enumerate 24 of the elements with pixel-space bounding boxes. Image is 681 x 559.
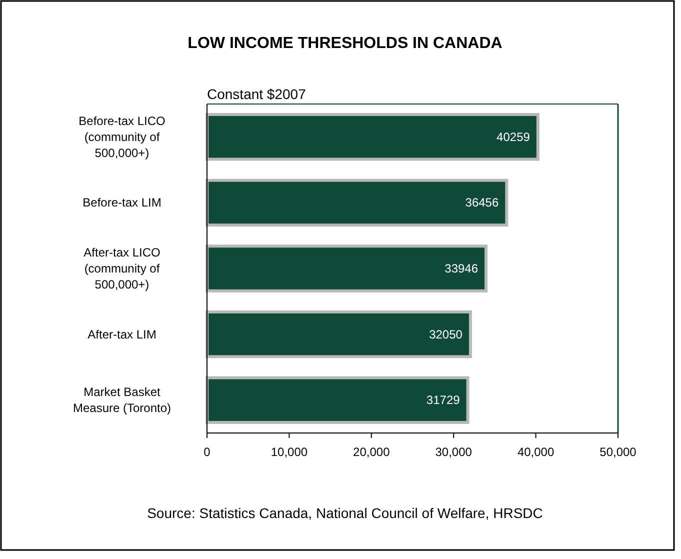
x-tick-label: 30,000: [435, 445, 472, 459]
y-tick-label: Before-tax LIM: [82, 196, 162, 210]
data-label: 36456: [465, 196, 499, 210]
data-label: 40259: [496, 130, 530, 144]
x-tick-label: 20,000: [353, 445, 390, 459]
data-label: 32050: [429, 327, 463, 342]
y-tick-label: After-tax LICO (community of 500,000+): [84, 246, 160, 292]
y-tick-label: Before-tax LICO (community of 500,000+): [78, 114, 166, 160]
x-tick-label: 0: [204, 445, 211, 459]
x-tick-label: 50,000: [600, 445, 637, 459]
data-label: 33946: [444, 262, 478, 276]
bar: [206, 244, 488, 292]
chart-subtitle: Constant $2007: [207, 86, 306, 102]
x-tick-label: 10,000: [270, 445, 308, 459]
bar: [206, 113, 540, 161]
y-tick-label: After-tax LIM: [88, 327, 156, 342]
data-label: 31729: [426, 393, 460, 408]
y-tick-label: Market Basket Measure (Toronto): [72, 385, 172, 416]
x-tick-label: 40,000: [517, 445, 554, 459]
chart-title: LOW INCOME THRESHOLDS IN CANADA: [188, 35, 503, 52]
bar: [206, 178, 508, 227]
bar: [206, 310, 472, 358]
source-note: Source: Statistics Canada, National Council of Welfare, HRSDC: [147, 505, 543, 521]
bar: [206, 376, 470, 424]
